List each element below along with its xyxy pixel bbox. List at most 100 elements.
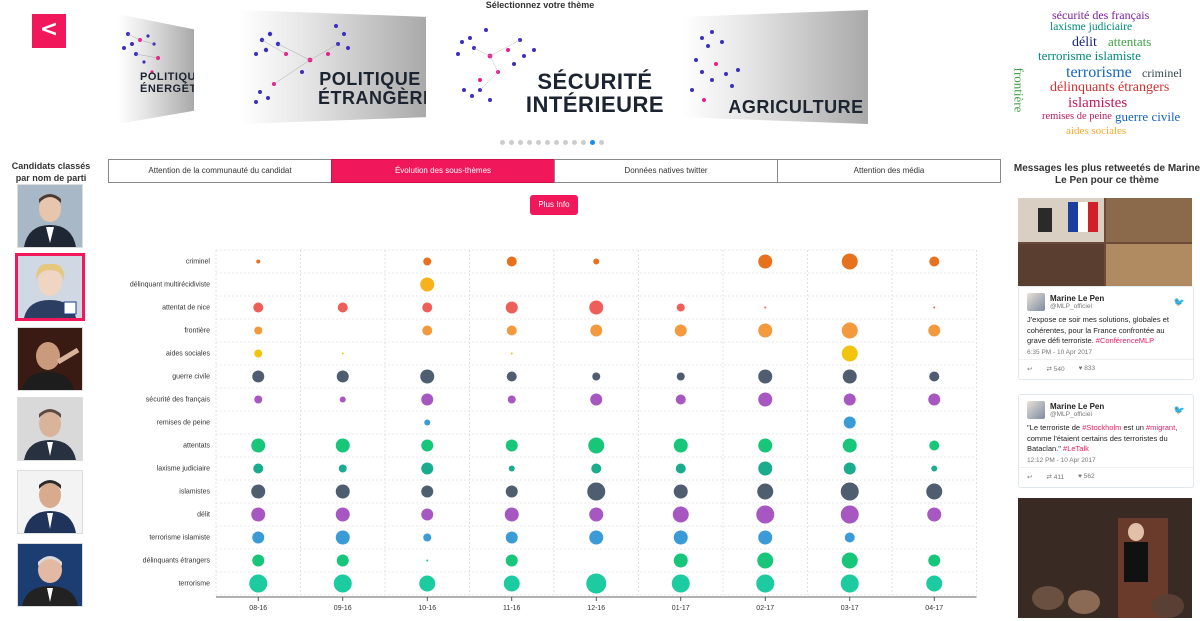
bubble-point[interactable] bbox=[423, 257, 432, 266]
bubble-point[interactable] bbox=[254, 349, 263, 358]
bubble-point[interactable] bbox=[506, 371, 517, 382]
bubble-point[interactable] bbox=[676, 372, 685, 381]
retweet-icon[interactable]: ⇄ 540 bbox=[1046, 365, 1065, 373]
tweet-card[interactable]: Marine Le Pen @MLP_officiel 🐦 J'expose c… bbox=[1018, 286, 1194, 380]
bubble-point[interactable] bbox=[926, 483, 943, 500]
bubble-point[interactable] bbox=[675, 394, 686, 405]
carousel-dot[interactable] bbox=[536, 140, 541, 145]
bubble-point[interactable] bbox=[587, 482, 606, 501]
bubble-point[interactable] bbox=[675, 463, 686, 474]
bubble-point[interactable] bbox=[504, 507, 519, 522]
bubble-point[interactable] bbox=[505, 439, 518, 452]
carousel-dot[interactable] bbox=[554, 140, 559, 145]
bubble-point[interactable] bbox=[758, 323, 773, 338]
bubble-point[interactable] bbox=[503, 575, 520, 592]
candidate-avatar[interactable] bbox=[17, 470, 83, 534]
bubble-point[interactable] bbox=[421, 393, 434, 406]
bubble-point[interactable] bbox=[338, 464, 347, 473]
tab-attention-communaute[interactable]: Attention de la communauté du candidat bbox=[108, 159, 332, 183]
bubble-point[interactable] bbox=[505, 301, 518, 314]
candidate-avatar[interactable] bbox=[17, 184, 83, 248]
bubble-point[interactable] bbox=[926, 575, 943, 592]
bubble-point[interactable] bbox=[421, 508, 434, 521]
carousel-dot[interactable] bbox=[545, 140, 550, 145]
bubble-point[interactable] bbox=[506, 325, 517, 336]
bubble-point[interactable] bbox=[253, 302, 264, 313]
bubble-point[interactable] bbox=[929, 440, 940, 451]
candidate-avatar-selected[interactable] bbox=[15, 253, 85, 321]
bubble-point[interactable] bbox=[840, 482, 859, 501]
bubble-point[interactable] bbox=[422, 302, 433, 313]
bubble-point[interactable] bbox=[843, 462, 856, 475]
bubble-point[interactable] bbox=[764, 306, 767, 309]
bubble-point[interactable] bbox=[339, 396, 346, 403]
candidate-avatar[interactable] bbox=[17, 543, 83, 607]
bubble-point[interactable] bbox=[842, 369, 857, 384]
bubble-point[interactable] bbox=[252, 554, 265, 567]
bubble-point[interactable] bbox=[588, 437, 605, 454]
bubble-point[interactable] bbox=[590, 393, 603, 406]
bubble-point[interactable] bbox=[505, 485, 518, 498]
bubble-point[interactable] bbox=[424, 419, 431, 426]
bubble-point[interactable] bbox=[421, 462, 434, 475]
bubble-point[interactable] bbox=[928, 324, 941, 337]
bubble-point[interactable] bbox=[928, 393, 941, 406]
bubble-point[interactable] bbox=[841, 322, 858, 339]
tab-evolution-sous-themes[interactable]: Évolution des sous-thèmes bbox=[331, 159, 555, 183]
bubble-point[interactable] bbox=[758, 461, 773, 476]
bubble-point[interactable] bbox=[505, 531, 518, 544]
bubble-point[interactable] bbox=[335, 438, 350, 453]
bubble-point[interactable] bbox=[254, 395, 263, 404]
bubble-point[interactable] bbox=[929, 371, 940, 382]
bubble-point[interactable] bbox=[421, 485, 434, 498]
bubble-point[interactable] bbox=[249, 574, 268, 593]
carousel-dot[interactable] bbox=[590, 140, 595, 145]
bubble-point[interactable] bbox=[335, 484, 350, 499]
hashtag-link[interactable]: #Stockholm bbox=[1082, 423, 1122, 432]
bubble-point[interactable] bbox=[673, 553, 688, 568]
bubble-point[interactable] bbox=[422, 325, 433, 336]
hashtag-link[interactable]: #migrant bbox=[1146, 423, 1176, 432]
like-icon[interactable]: ♥ 562 bbox=[1078, 472, 1095, 480]
reply-icon[interactable]: ↩ bbox=[1027, 365, 1033, 373]
bubble-point[interactable] bbox=[589, 507, 604, 522]
bubble-point[interactable] bbox=[676, 303, 685, 312]
carousel-dot[interactable] bbox=[518, 140, 523, 145]
more-info-button[interactable]: Plus Info bbox=[530, 195, 578, 215]
reply-icon[interactable]: ↩ bbox=[1027, 473, 1033, 481]
bubble-point[interactable] bbox=[336, 370, 349, 383]
bubble-point[interactable] bbox=[420, 277, 435, 292]
bubble-point[interactable] bbox=[671, 574, 690, 593]
bubble-point[interactable] bbox=[673, 438, 688, 453]
bubble-point[interactable] bbox=[252, 531, 265, 544]
bubble-point[interactable] bbox=[758, 530, 773, 545]
bubble-point[interactable] bbox=[591, 463, 602, 474]
theme-card-politique-etrangere[interactable]: POLITIQUE ÉTRANGÈRE bbox=[240, 10, 426, 124]
bubble-point[interactable] bbox=[251, 507, 266, 522]
bubble-point[interactable] bbox=[841, 345, 858, 362]
theme-card-agriculture[interactable]: AGRICULTURE bbox=[682, 10, 868, 124]
bubble-point[interactable] bbox=[674, 324, 687, 337]
bubble-point[interactable] bbox=[420, 369, 435, 384]
bubble-point[interactable] bbox=[589, 300, 604, 315]
bubble-point[interactable] bbox=[756, 574, 775, 593]
bubble-point[interactable] bbox=[341, 352, 344, 355]
bubble-point[interactable] bbox=[251, 438, 266, 453]
candidate-avatar[interactable] bbox=[17, 327, 83, 391]
theme-card-politique-energetique[interactable]: POLITIQUE ÉNERGÉTIQUE bbox=[118, 14, 194, 124]
bubble-point[interactable] bbox=[840, 574, 859, 593]
bubble-point[interactable] bbox=[757, 552, 774, 569]
back-button[interactable]: < bbox=[32, 14, 66, 48]
tweet-card[interactable]: Marine Le Pen @MLP_officiel 🐦 "Le terror… bbox=[1018, 394, 1194, 488]
bubble-point[interactable] bbox=[757, 483, 774, 500]
theme-card-securite-interieure[interactable]: SÉCURITÉ INTÉRIEURE bbox=[450, 10, 665, 128]
bubble-point[interactable] bbox=[506, 256, 517, 267]
bubble-point[interactable] bbox=[252, 370, 265, 383]
bubble-point[interactable] bbox=[505, 554, 518, 567]
hashtag-link[interactable]: #LeTalk bbox=[1063, 444, 1089, 453]
carousel-dot[interactable] bbox=[581, 140, 586, 145]
bubble-point[interactable] bbox=[254, 326, 263, 335]
tab-attention-media[interactable]: Attention des média bbox=[777, 159, 1001, 183]
bubble-point[interactable] bbox=[844, 532, 855, 543]
bubble-point[interactable] bbox=[843, 416, 856, 429]
